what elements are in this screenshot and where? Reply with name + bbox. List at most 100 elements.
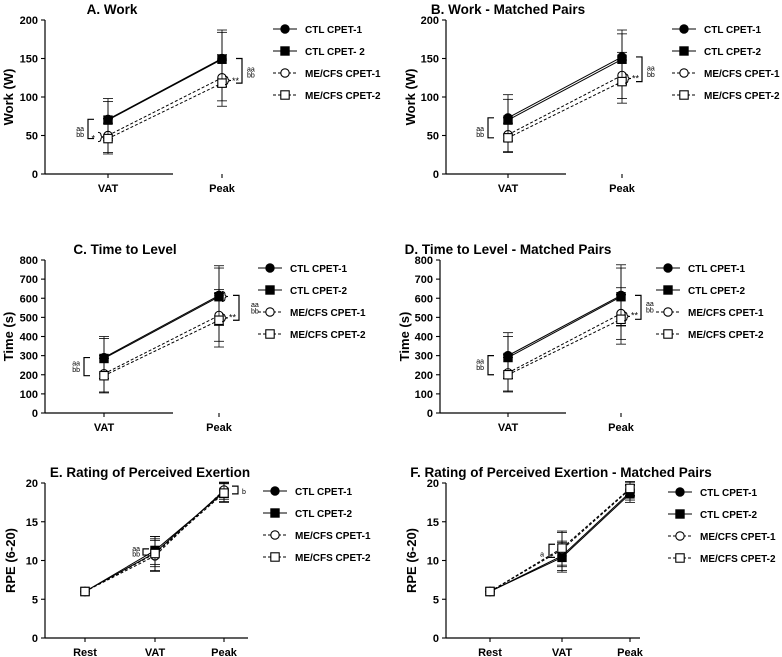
significance-label: ** [232,76,240,86]
legend: CTL CPET-1 CTL CPET-2 ME/CFS CPET-1 ME/CFS … [258,263,366,341]
x-tick-label: Peak [617,647,644,657]
legend-label: ME/CFS CPET-2 [290,330,366,341]
data-series-4 [485,481,635,597]
data-series-2 [103,31,227,139]
data-series-1 [503,264,626,379]
y-tick-label: 700 [415,274,433,286]
significance-label: bb [132,552,140,559]
series-line [107,58,223,120]
series-line [84,489,225,592]
y-tick-label: 20 [26,478,38,490]
legend-label: CTL CPET-1 [295,487,352,498]
series-line [507,318,622,376]
y-axis-label: Time (s) [397,312,412,362]
significance-label: aa [251,302,259,309]
y-tick-label: 100 [20,389,38,401]
legend-marker [679,24,689,34]
group-bracket [236,57,243,84]
legend-label: CTL CPET-1 [290,264,347,275]
group-bracket [487,355,494,376]
legend-label: ME/CFS CPET-1 [688,308,764,319]
significance-label: aa [76,126,84,133]
data-series-4 [503,59,627,153]
group-bracket [233,294,240,321]
group-bracket [142,548,149,556]
group-bracket [548,543,555,559]
significance-label: aa [132,546,140,553]
legend-marker [280,90,290,100]
x-tick-label: VAT [498,183,519,195]
y-tick-label: 100 [20,92,38,104]
data-series-3 [99,289,224,393]
legend-marker [675,531,685,541]
legend-marker [265,285,275,295]
significance-label: bb [247,73,255,80]
legend-label: ME/CFS CPET-2 [688,330,764,341]
series-line [507,313,622,374]
pair-brace [97,131,105,143]
legend-label: ME/CFS CPET-1 [305,69,381,80]
data-series-4 [103,59,227,155]
legend-marker [270,508,280,518]
y-tick-label: 5 [32,594,38,606]
significance-label: bb [646,308,654,315]
y-tick-label: 15 [427,517,439,529]
chart-title: C. Time to Level [73,242,176,257]
significance-label: bb [476,132,484,139]
series-line [489,488,631,592]
legend-marker [663,329,673,339]
chart-panel-4: D. Time to Level - Matched Pairs 0 100 200 3… [397,242,764,434]
data-series-3 [503,287,626,392]
legend-marker [265,329,275,339]
series-line [507,81,623,139]
pair-brace [221,313,229,323]
significance-label: aa [72,360,80,367]
y-axis-label: RPE (6-20) [404,528,419,593]
y-axis-label: Work (W) [403,69,418,126]
series-line [84,492,225,592]
data-point [99,370,109,381]
significance-label: ** [631,310,639,320]
y-tick-label: 400 [20,332,38,344]
legend-marker [280,68,290,78]
series-line [103,315,220,375]
series-line [507,294,622,357]
significance-label: bb [76,132,84,139]
y-tick-label: 5 [433,594,439,606]
significance-label: ** [632,74,640,84]
legend-label: CTL CPET-1 [704,25,761,36]
group-bracket [83,356,90,377]
series-line [489,488,631,592]
significance-label: bb [72,367,80,374]
y-tick-label: 100 [415,389,433,401]
pair-brace [221,291,229,303]
legend: CTL CPET-1 CTL CPET-2 ME/CFS CPET-1 ME/CFS … [668,487,776,565]
y-tick-label: 600 [415,293,433,305]
significance-label: bb [251,309,259,316]
legend-label: ME/CFS CPET-2 [704,91,780,102]
significance-label: ** [229,312,237,322]
data-point [617,76,627,87]
significance-label: bb [476,365,484,372]
legend-marker [270,486,280,496]
data-point [219,488,229,498]
y-tick-label: 300 [415,351,433,363]
legend: CTL CPET-1 CTL CPET-2 ME/CFS CPET-1 ME/CFS … [672,24,780,102]
significance-label: aa [647,66,655,73]
x-tick-label: Rest [73,647,97,657]
y-tick-label: 0 [32,408,38,420]
significance-label: b [242,489,246,496]
x-tick-label: VAT [552,647,573,657]
legend-label: CTL CPET-2 [704,47,761,58]
chart-panel-2: B. Work - Matched Pairs 0 50 100 150 200 Work … [403,2,780,195]
legend-label: CTL CPET-2 [295,509,352,520]
y-tick-label: 100 [421,92,439,104]
x-tick-label: Peak [209,183,236,195]
legend-marker [663,285,673,295]
legend-label: CTL CPET- 2 [305,47,365,58]
y-tick-label: 0 [32,633,38,645]
data-point [150,548,160,559]
data-series-1 [99,265,224,379]
legend-marker [675,553,685,563]
